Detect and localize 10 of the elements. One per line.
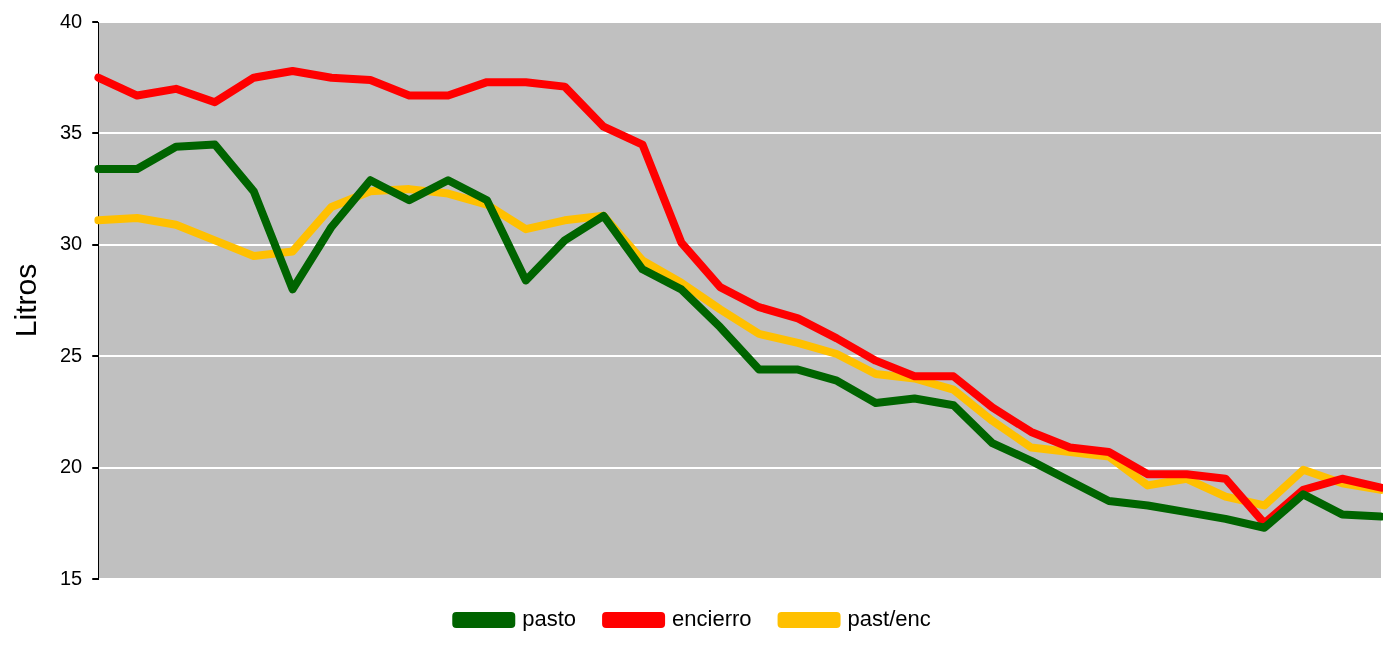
legend-label: past/enc [847, 606, 931, 632]
y-axis-title: Litros [9, 263, 43, 338]
y-tick-label: 15 [60, 566, 83, 589]
y-tick-label: 20 [60, 455, 83, 478]
y-tick-label: 40 [60, 9, 83, 32]
y-tick-label: 35 [60, 120, 83, 143]
legend-label: encierro [672, 606, 752, 632]
y-tick-label: 25 [60, 343, 83, 366]
y-tick-label: 30 [60, 232, 83, 255]
legend-label: pasto [522, 606, 577, 632]
